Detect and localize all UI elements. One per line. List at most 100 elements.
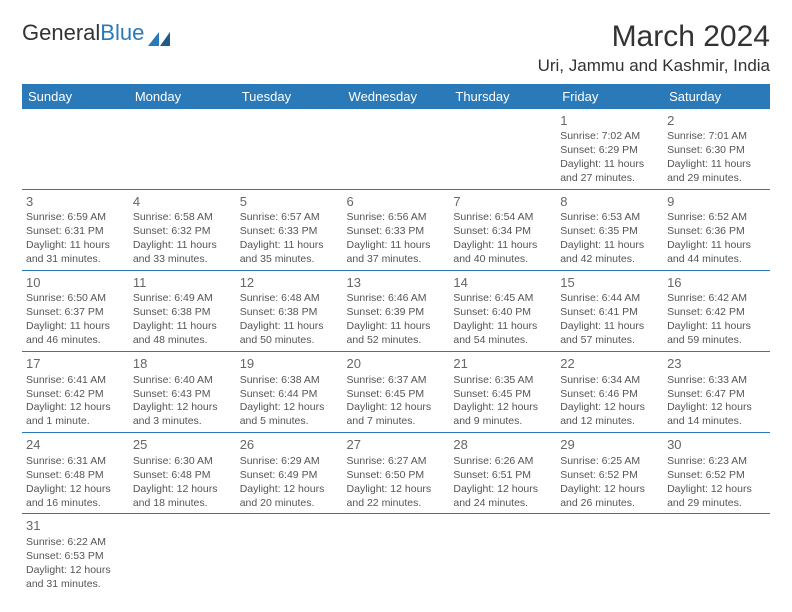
calendar-cell [129, 514, 236, 595]
daylight-text: and 3 minutes. [133, 415, 232, 429]
calendar-cell [449, 514, 556, 595]
daylight-text: and 54 minutes. [453, 334, 552, 348]
day-number: 26 [240, 436, 339, 453]
sunset-text: Sunset: 6:49 PM [240, 469, 339, 483]
daylight-text: and 16 minutes. [26, 497, 125, 511]
sunset-text: Sunset: 6:53 PM [26, 550, 125, 564]
page-header: GeneralBlue March 2024 Uri, Jammu and Ka… [22, 20, 770, 76]
daylight-text: and 24 minutes. [453, 497, 552, 511]
calendar-cell: 7Sunrise: 6:54 AMSunset: 6:34 PMDaylight… [449, 190, 556, 271]
sunrise-text: Sunrise: 6:29 AM [240, 455, 339, 469]
daylight-text: Daylight: 11 hours [347, 320, 446, 334]
daylight-text: and 46 minutes. [26, 334, 125, 348]
calendar-cell: 25Sunrise: 6:30 AMSunset: 6:48 PMDayligh… [129, 433, 236, 514]
daylight-text: and 44 minutes. [667, 253, 766, 267]
sunrise-text: Sunrise: 6:46 AM [347, 292, 446, 306]
sunrise-text: Sunrise: 6:40 AM [133, 374, 232, 388]
daylight-text: Daylight: 12 hours [240, 483, 339, 497]
calendar-week: 10Sunrise: 6:50 AMSunset: 6:37 PMDayligh… [22, 271, 770, 352]
day-number: 7 [453, 193, 552, 210]
calendar-cell [236, 514, 343, 595]
daylight-text: Daylight: 11 hours [26, 320, 125, 334]
calendar-cell: 23Sunrise: 6:33 AMSunset: 6:47 PMDayligh… [663, 352, 770, 433]
daylight-text: and 33 minutes. [133, 253, 232, 267]
daylight-text: Daylight: 12 hours [133, 401, 232, 415]
daylight-text: Daylight: 12 hours [26, 483, 125, 497]
calendar-cell: 5Sunrise: 6:57 AMSunset: 6:33 PMDaylight… [236, 190, 343, 271]
daylight-text: Daylight: 12 hours [453, 401, 552, 415]
calendar-cell: 29Sunrise: 6:25 AMSunset: 6:52 PMDayligh… [556, 433, 663, 514]
calendar-cell: 14Sunrise: 6:45 AMSunset: 6:40 PMDayligh… [449, 271, 556, 352]
daylight-text: and 26 minutes. [560, 497, 659, 511]
daylight-text: Daylight: 12 hours [133, 483, 232, 497]
sunset-text: Sunset: 6:51 PM [453, 469, 552, 483]
calendar-cell: 6Sunrise: 6:56 AMSunset: 6:33 PMDaylight… [343, 190, 450, 271]
sunset-text: Sunset: 6:38 PM [240, 306, 339, 320]
daylight-text: Daylight: 11 hours [347, 239, 446, 253]
calendar-cell [343, 109, 450, 190]
calendar-cell: 27Sunrise: 6:27 AMSunset: 6:50 PMDayligh… [343, 433, 450, 514]
daylight-text: and 50 minutes. [240, 334, 339, 348]
sunset-text: Sunset: 6:48 PM [26, 469, 125, 483]
day-number: 6 [347, 193, 446, 210]
daylight-text: Daylight: 11 hours [240, 320, 339, 334]
daylight-text: Daylight: 12 hours [453, 483, 552, 497]
calendar-cell: 2Sunrise: 7:01 AMSunset: 6:30 PMDaylight… [663, 109, 770, 190]
month-title: March 2024 [538, 20, 770, 54]
sunrise-text: Sunrise: 6:37 AM [347, 374, 446, 388]
sunrise-text: Sunrise: 6:56 AM [347, 211, 446, 225]
day-number: 5 [240, 193, 339, 210]
daylight-text: and 52 minutes. [347, 334, 446, 348]
sunset-text: Sunset: 6:52 PM [560, 469, 659, 483]
daylight-text: Daylight: 12 hours [560, 401, 659, 415]
sunset-text: Sunset: 6:40 PM [453, 306, 552, 320]
sunset-text: Sunset: 6:36 PM [667, 225, 766, 239]
sunset-text: Sunset: 6:33 PM [347, 225, 446, 239]
daylight-text: and 59 minutes. [667, 334, 766, 348]
calendar-cell: 8Sunrise: 6:53 AMSunset: 6:35 PMDaylight… [556, 190, 663, 271]
calendar-cell: 28Sunrise: 6:26 AMSunset: 6:51 PMDayligh… [449, 433, 556, 514]
daylight-text: and 31 minutes. [26, 578, 125, 592]
daylight-text: and 20 minutes. [240, 497, 339, 511]
day-number: 27 [347, 436, 446, 453]
day-number: 11 [133, 274, 232, 291]
daylight-text: Daylight: 11 hours [453, 320, 552, 334]
day-number: 21 [453, 355, 552, 372]
calendar-cell: 21Sunrise: 6:35 AMSunset: 6:45 PMDayligh… [449, 352, 556, 433]
sunrise-text: Sunrise: 6:30 AM [133, 455, 232, 469]
sunrise-text: Sunrise: 6:22 AM [26, 536, 125, 550]
sunrise-text: Sunrise: 6:53 AM [560, 211, 659, 225]
sunrise-text: Sunrise: 6:38 AM [240, 374, 339, 388]
sunset-text: Sunset: 6:41 PM [560, 306, 659, 320]
calendar-cell: 11Sunrise: 6:49 AMSunset: 6:38 PMDayligh… [129, 271, 236, 352]
sunset-text: Sunset: 6:45 PM [453, 388, 552, 402]
sunrise-text: Sunrise: 6:42 AM [667, 292, 766, 306]
calendar-cell: 4Sunrise: 6:58 AMSunset: 6:32 PMDaylight… [129, 190, 236, 271]
sunset-text: Sunset: 6:43 PM [133, 388, 232, 402]
calendar-cell: 22Sunrise: 6:34 AMSunset: 6:46 PMDayligh… [556, 352, 663, 433]
daylight-text: and 22 minutes. [347, 497, 446, 511]
day-number: 4 [133, 193, 232, 210]
sunrise-text: Sunrise: 6:41 AM [26, 374, 125, 388]
daylight-text: and 57 minutes. [560, 334, 659, 348]
day-number: 18 [133, 355, 232, 372]
sunrise-text: Sunrise: 6:27 AM [347, 455, 446, 469]
sunset-text: Sunset: 6:44 PM [240, 388, 339, 402]
dow-header: Sunday [22, 84, 129, 109]
calendar-cell: 24Sunrise: 6:31 AMSunset: 6:48 PMDayligh… [22, 433, 129, 514]
dow-header: Friday [556, 84, 663, 109]
day-number: 12 [240, 274, 339, 291]
calendar-head: Sunday Monday Tuesday Wednesday Thursday… [22, 84, 770, 109]
daylight-text: and 18 minutes. [133, 497, 232, 511]
sunset-text: Sunset: 6:32 PM [133, 225, 232, 239]
sunrise-text: Sunrise: 6:57 AM [240, 211, 339, 225]
calendar-week: 24Sunrise: 6:31 AMSunset: 6:48 PMDayligh… [22, 433, 770, 514]
daylight-text: Daylight: 11 hours [453, 239, 552, 253]
daylight-text: Daylight: 11 hours [560, 239, 659, 253]
calendar-table: Sunday Monday Tuesday Wednesday Thursday… [22, 84, 770, 595]
dow-header: Thursday [449, 84, 556, 109]
daylight-text: Daylight: 12 hours [347, 401, 446, 415]
daylight-text: and 29 minutes. [667, 172, 766, 186]
calendar-cell [236, 109, 343, 190]
dow-header: Tuesday [236, 84, 343, 109]
